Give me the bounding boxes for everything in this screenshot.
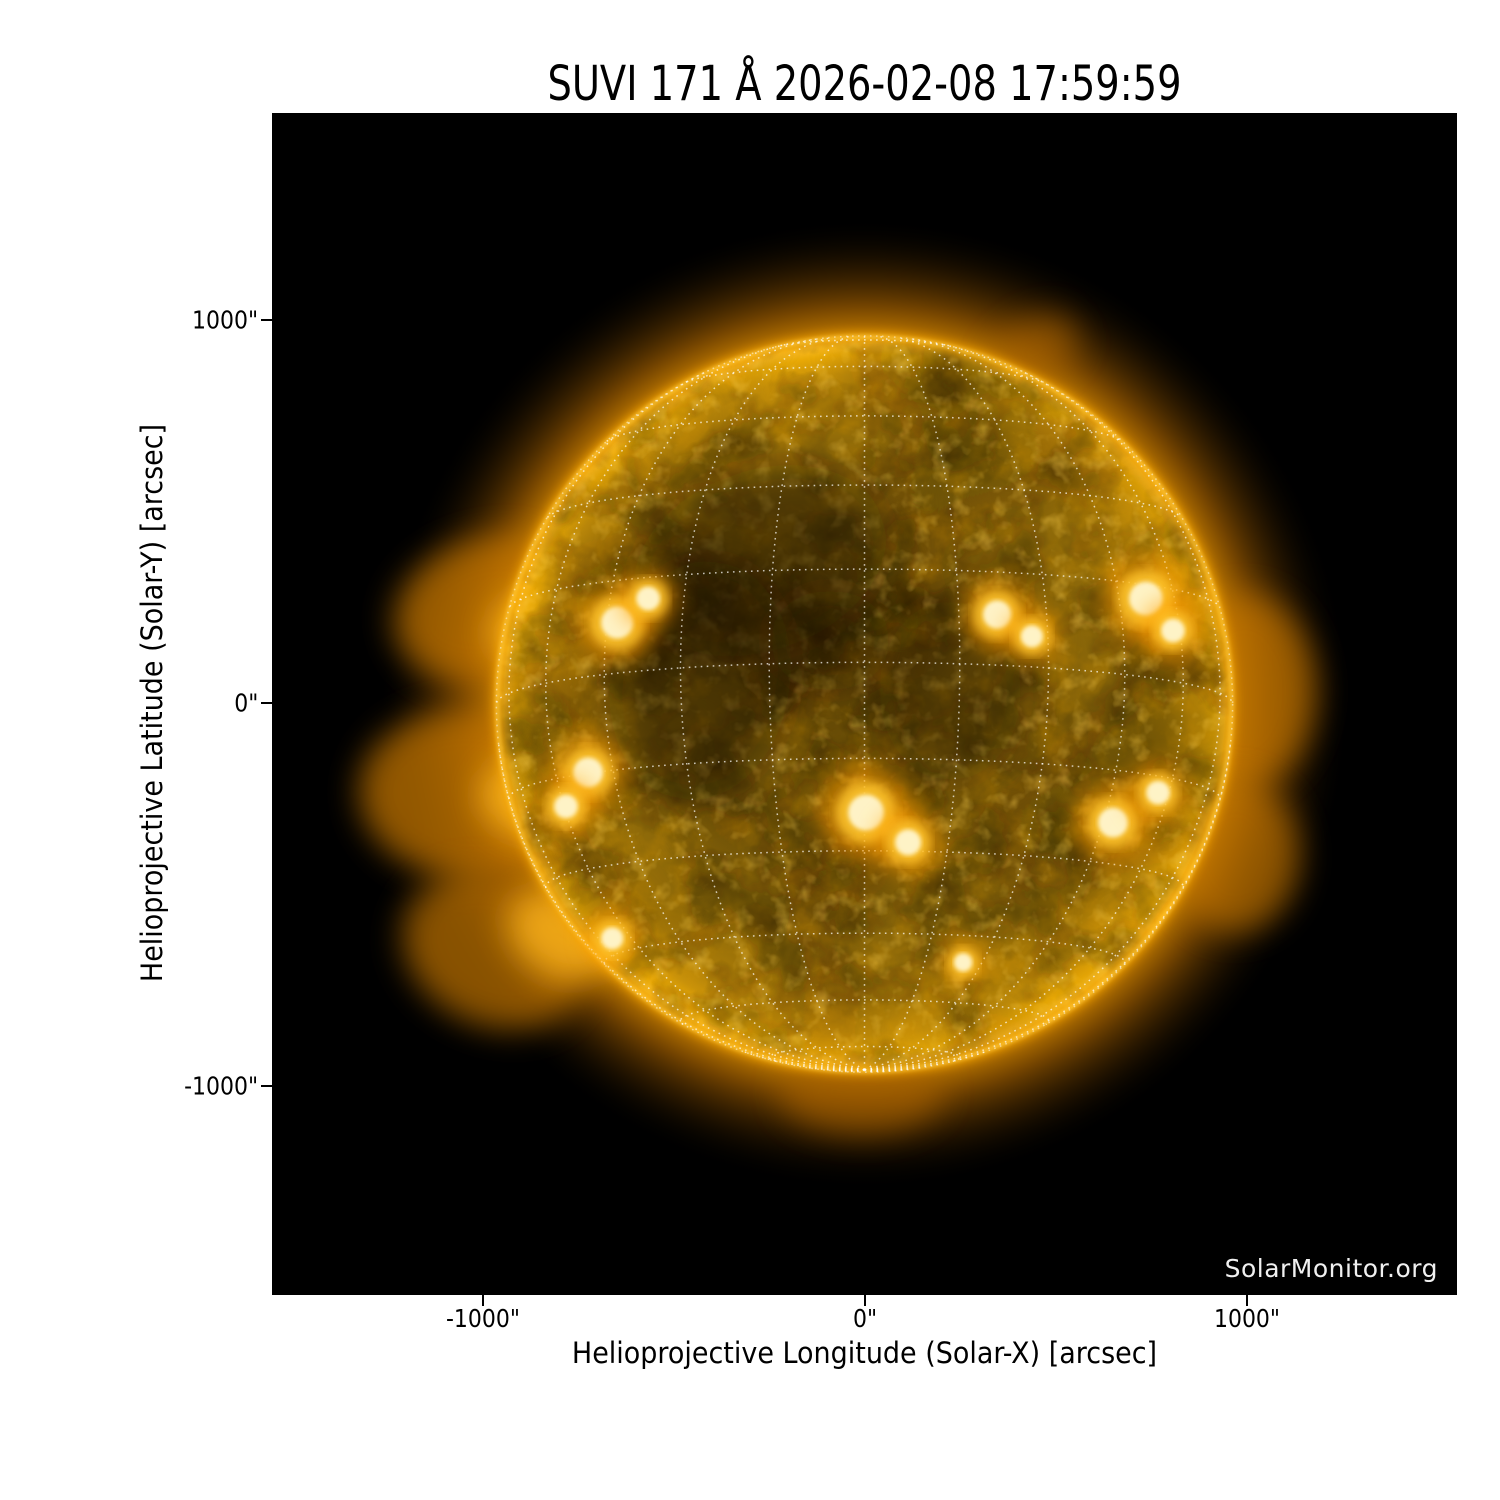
y-axis-tick bbox=[261, 319, 272, 321]
x-tick-label: 0" bbox=[852, 1304, 878, 1333]
watermark: SolarMonitor.org bbox=[1224, 1254, 1438, 1283]
x-axis-tick bbox=[1246, 1295, 1248, 1306]
x-tick-label: -1000" bbox=[445, 1304, 521, 1333]
y-axis-label: Helioprojective Latitude (Solar-Y) [arcs… bbox=[135, 423, 169, 983]
solar-image-plot bbox=[272, 113, 1457, 1295]
x-axis-tick bbox=[482, 1295, 484, 1306]
x-tick-label: 1000" bbox=[1213, 1304, 1281, 1333]
y-tick-label: 0" bbox=[233, 688, 258, 718]
y-axis-tick bbox=[261, 1085, 272, 1087]
y-tick-label: 1000" bbox=[191, 305, 258, 335]
dark-coronal-holes bbox=[609, 465, 1021, 801]
y-tick-label: -1000" bbox=[183, 1071, 258, 1101]
x-axis-tick bbox=[864, 1295, 866, 1306]
heliographic-grid bbox=[495, 335, 1234, 1073]
figure-title: SUVI 171 Å 2026-02-08 17:59:59 bbox=[547, 56, 1182, 112]
x-axis-label: Helioprojective Longitude (Solar-X) [arc… bbox=[571, 1336, 1158, 1370]
y-axis-tick bbox=[261, 702, 272, 704]
active-regions bbox=[536, 554, 1206, 985]
